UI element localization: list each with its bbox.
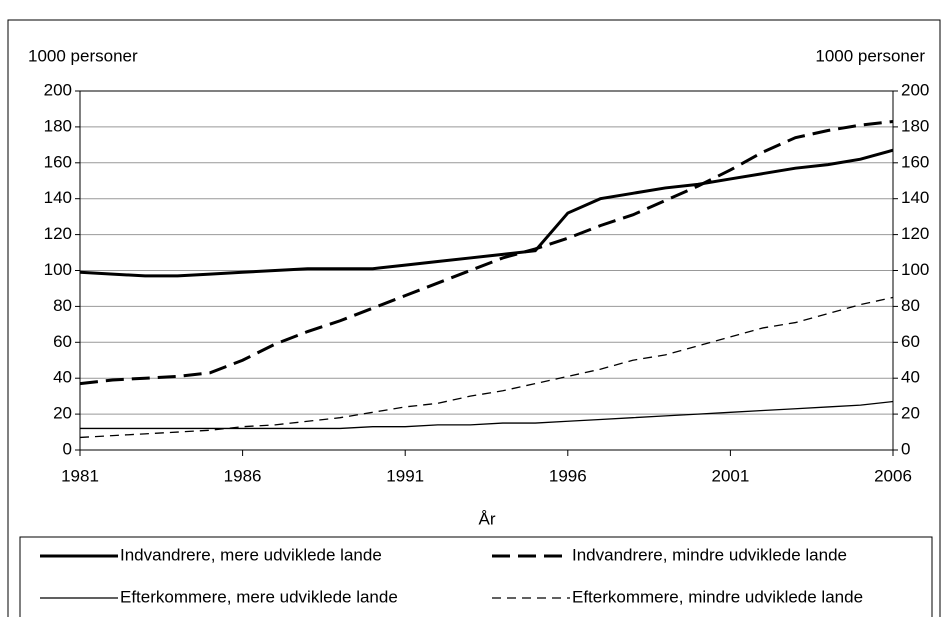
- y2-tick-label: 20: [901, 404, 920, 423]
- x-tick-label: 1991: [386, 466, 424, 485]
- y-tick-label: 80: [53, 296, 72, 315]
- x-tick-label: 2001: [711, 466, 749, 485]
- y2-tick-label: 140: [901, 188, 929, 207]
- legend-label: Efterkommere, mindre udviklede lande: [572, 587, 863, 606]
- legend-label: Efterkommere, mere udviklede lande: [120, 587, 398, 606]
- y2-tick-label: 200: [901, 80, 929, 99]
- y2-tick-label: 40: [901, 368, 920, 387]
- y-axis-label: 1000 personer: [28, 46, 138, 65]
- legend-box: [19, 536, 933, 617]
- y2-tick-label: 80: [901, 296, 920, 315]
- y2-tick-label: 120: [901, 224, 929, 243]
- y2-tick-label: 0: [901, 439, 910, 458]
- y-tick-label: 40: [53, 368, 72, 387]
- y-tick-label: 20: [53, 404, 72, 423]
- y2-tick-label: 100: [901, 260, 929, 279]
- y2-tick-label: 160: [901, 152, 929, 171]
- series-line: [79, 296, 894, 439]
- series-line: [79, 120, 894, 386]
- y-tick-label: 60: [53, 332, 72, 351]
- y-tick-label: 140: [44, 188, 72, 207]
- x-tick-label: 1981: [61, 466, 99, 485]
- y-tick-label: 120: [44, 224, 72, 243]
- x-tick-label: 1996: [549, 466, 587, 485]
- plot-area: [79, 90, 894, 451]
- y2-tick-label: 180: [901, 116, 929, 135]
- x-axis-label: År: [479, 509, 496, 528]
- y-tick-label: 0: [63, 439, 72, 458]
- y-tick-label: 180: [44, 116, 72, 135]
- legend-label: Indvandrere, mere udviklede lande: [120, 545, 382, 564]
- chart-frame: [7, 19, 941, 617]
- series-line: [80, 400, 894, 430]
- y2-tick-label: 60: [901, 332, 920, 351]
- x-tick-label: 1986: [224, 466, 262, 485]
- y2-axis-label: 1000 personer: [815, 46, 925, 65]
- y-tick-label: 200: [44, 80, 72, 99]
- series-line: [79, 148, 894, 278]
- y-tick-label: 100: [44, 260, 72, 279]
- y-tick-label: 160: [44, 152, 72, 171]
- x-tick-label: 2006: [874, 466, 912, 485]
- legend-label: Indvandrere, mindre udviklede lande: [572, 545, 847, 564]
